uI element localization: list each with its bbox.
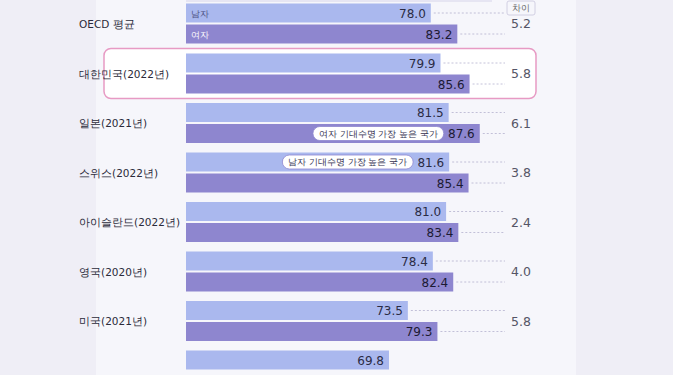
data-label: 82.4	[422, 276, 449, 290]
leader-line	[452, 162, 505, 163]
leader-line	[411, 310, 505, 311]
chart: 차이 78.0 79.9 81.5 81.6 81.0 78.4 73.5 69.8 83.2 85…	[0, 0, 673, 375]
data-label: 69.8	[357, 354, 384, 368]
leader-line	[452, 112, 505, 113]
legend-label: 여자	[191, 30, 209, 40]
panel	[96, 0, 576, 375]
leader-line	[440, 331, 505, 332]
leader-line	[472, 183, 505, 184]
labels: 차이 78.0 79.9 81.5 81.6 81.0 78.4 73.5 69.8 83.2 85…	[79, 1, 535, 368]
leader-line	[449, 211, 505, 212]
annotation-text: 남자 기대수명 가장 높은 국가	[288, 157, 407, 167]
leader-line	[443, 63, 505, 64]
category-label: 대한민국(2022년)	[79, 68, 169, 80]
difference-value: 5.2	[511, 16, 531, 31]
annotation: 남자 기대수명 가장 높은 국가	[282, 155, 413, 169]
leader-line	[461, 232, 505, 233]
difference-value: 3.8	[511, 165, 531, 180]
annotation-pill	[313, 127, 444, 141]
data-label: 83.2	[426, 28, 453, 42]
bar	[186, 252, 433, 271]
annotation-pill	[282, 155, 413, 169]
annotation-text: 여자 기대수명 가장 높은 국가	[319, 129, 438, 139]
leader-line	[456, 282, 505, 283]
difference-value: 6.1	[511, 116, 531, 131]
data-label: 81.0	[414, 205, 441, 219]
category-label: 스위스(2022년)	[79, 167, 158, 179]
bar	[186, 75, 470, 94]
leader-line	[436, 261, 505, 262]
category-label: 일본(2021년)	[79, 117, 147, 129]
bar	[186, 124, 480, 143]
data-label: 73.5	[376, 304, 403, 318]
data-label: 87.6	[448, 127, 475, 141]
difference-value: 5.8	[511, 314, 531, 329]
data-label: 78.4	[401, 255, 428, 269]
category-label: 아이슬란드(2022년)	[79, 216, 180, 228]
page: {"chart_data": { "type": "bar", "orienta…	[0, 0, 673, 375]
data-label: 81.6	[417, 156, 444, 170]
data-label: 79.3	[406, 325, 433, 339]
difference-title: 차이	[512, 3, 530, 13]
bar	[186, 25, 457, 44]
data-label: 81.5	[417, 106, 444, 120]
bar	[186, 322, 437, 341]
bar	[186, 301, 408, 320]
difference-value: 4.0	[511, 264, 531, 279]
legend-label: 남자	[191, 9, 209, 19]
difference-value: 5.8	[511, 66, 531, 81]
bar	[186, 174, 469, 193]
category-label: OECD 평균	[79, 18, 135, 30]
bar	[186, 223, 458, 242]
bar	[186, 202, 446, 221]
bars	[186, 4, 480, 370]
data-label: 83.4	[427, 226, 454, 240]
data-label: 85.4	[437, 177, 464, 191]
leader-line	[434, 13, 505, 14]
leader-line	[460, 34, 505, 35]
axis-line	[186, 1, 492, 2]
bar	[186, 103, 449, 122]
bar	[186, 273, 453, 292]
data-label: 78.0	[399, 7, 426, 21]
category-label: 영국(2020년)	[79, 266, 147, 278]
data-label: 85.6	[438, 78, 465, 92]
bar	[186, 153, 449, 172]
difference-value: 2.4	[511, 215, 531, 230]
difference-title-box	[507, 1, 535, 15]
leader-line	[473, 84, 505, 85]
data-label: 79.9	[409, 57, 436, 71]
annotation: 여자 기대수명 가장 높은 국가	[313, 127, 444, 141]
bar	[186, 54, 440, 73]
leader-line	[483, 133, 505, 134]
category-label: 미국(2021년)	[79, 315, 147, 327]
bar	[186, 4, 431, 23]
bar	[186, 351, 389, 370]
